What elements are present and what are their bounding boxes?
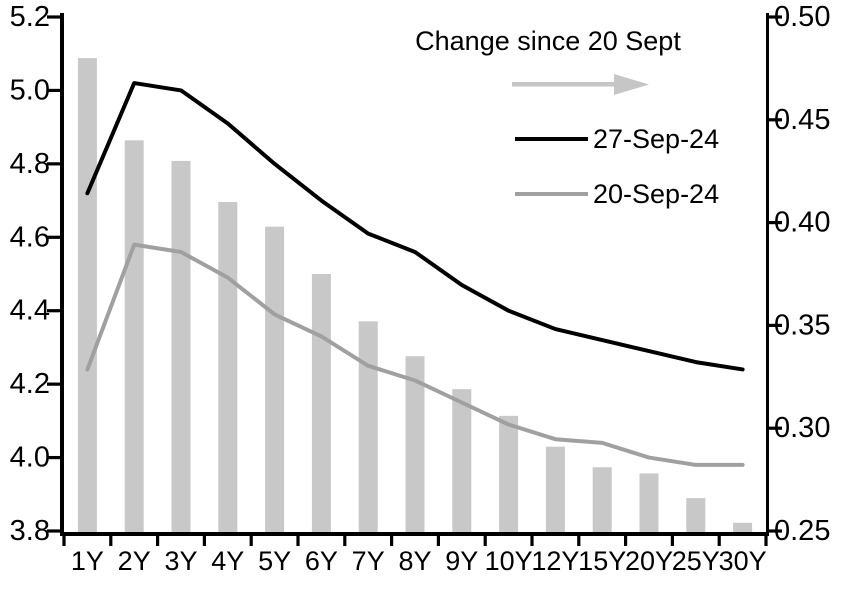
- x-axis-tick: [436, 532, 440, 546]
- x-axis-tick: [390, 532, 394, 546]
- left-axis-tick-label: 5.0: [10, 74, 50, 106]
- x-axis-tick-label: 3Y: [164, 546, 197, 576]
- x-axis-tick: [109, 532, 113, 546]
- right-axis-tick: [769, 426, 782, 430]
- bar-20Y: [639, 473, 659, 532]
- x-axis-tick-label: 20Y: [625, 546, 673, 576]
- right-axis-tick-label: 0.50: [774, 1, 830, 33]
- x-axis-tick-label: 9Y: [445, 546, 478, 576]
- x-axis-tick: [343, 532, 347, 546]
- line-27-sep-24: [85, 81, 745, 372]
- left-axis-tick: [47, 455, 60, 460]
- right-axis-tick-label: 0.45: [774, 104, 830, 136]
- legend-line-sample-27-sep-24: [515, 137, 588, 141]
- right-axis-tick: [769, 15, 782, 19]
- x-axis-tick: [483, 532, 487, 546]
- left-axis-tick: [47, 382, 60, 386]
- line-20-sep-24: [85, 242, 745, 467]
- x-axis-tick-label: 4Y: [211, 546, 244, 576]
- x-axis-tick: [296, 532, 300, 546]
- left-axis-tick: [47, 235, 60, 239]
- bar-15Y: [592, 467, 612, 532]
- right-axis-line: [766, 13, 769, 536]
- bar-8Y: [405, 356, 425, 532]
- bar-6Y: [311, 274, 331, 532]
- x-axis-tick-label: 8Y: [398, 546, 431, 576]
- legend-line-sample-20-sep-24: [515, 192, 588, 196]
- right-axis-tick: [769, 221, 782, 225]
- x-axis-tick: [717, 532, 721, 546]
- x-axis-tick: [670, 532, 674, 546]
- left-axis-tick: [47, 15, 60, 19]
- legend-label-27-sep-24: 27-Sep-24: [593, 124, 720, 154]
- left-axis-tick: [47, 88, 60, 93]
- left-axis-tick-label: 4.2: [10, 368, 50, 400]
- left-axis-tick: [47, 529, 60, 533]
- x-axis-tick-label: 2Y: [118, 546, 151, 576]
- x-axis-tick: [156, 532, 160, 546]
- x-axis-tick-label: 25Y: [672, 546, 720, 576]
- bar-9Y: [452, 389, 472, 532]
- x-axis-tick: [577, 532, 581, 546]
- bar-1Y: [77, 58, 97, 533]
- x-axis-tick: [62, 532, 66, 546]
- legend-label-20-sep-24: 20-Sep-24: [593, 179, 720, 209]
- left-axis-tick-label: 4.8: [10, 148, 50, 180]
- left-axis-tick-label: 4.6: [10, 221, 50, 253]
- x-axis-tick: [202, 532, 206, 546]
- right-axis-tick-label: 0.30: [774, 412, 830, 444]
- x-axis-tick: [249, 532, 253, 546]
- right-arrow-shaft-icon: [512, 82, 620, 87]
- bar-7Y: [358, 321, 378, 532]
- x-axis-tick-label: 7Y: [352, 546, 385, 576]
- bar-2Y: [124, 140, 144, 533]
- bar-4Y: [218, 202, 238, 533]
- x-axis-line: [60, 532, 769, 536]
- bar-12Y: [545, 446, 565, 532]
- x-axis-tick: [764, 532, 768, 546]
- x-axis-tick-label: 12Y: [531, 546, 579, 576]
- right-axis-tick: [769, 118, 782, 122]
- x-axis-tick-label: 10Y: [485, 546, 533, 576]
- right-axis-tick-label: 0.40: [774, 207, 830, 239]
- left-axis-tick-label: 4.0: [10, 442, 50, 474]
- left-axis-tick-label: 5.2: [10, 1, 50, 33]
- bar-25Y: [686, 498, 706, 532]
- right-arrow-head-icon: [614, 74, 649, 95]
- x-axis-tick-label: 5Y: [258, 546, 291, 576]
- left-axis-tick-label: 3.8: [10, 515, 50, 547]
- left-axis-line: [60, 13, 64, 536]
- left-axis-tick: [47, 162, 60, 166]
- x-axis-tick-label: 30Y: [719, 546, 767, 576]
- right-axis-tick: [769, 529, 782, 533]
- legend-title: Change since 20 Sept: [415, 26, 681, 56]
- bar-30Y: [733, 522, 753, 532]
- left-axis-tick: [47, 309, 60, 313]
- x-axis-tick-label: 6Y: [305, 546, 338, 576]
- x-axis-tick-label: 1Y: [71, 546, 104, 576]
- left-axis-tick-label: 4.4: [10, 295, 50, 327]
- x-axis-tick-label: 15Y: [578, 546, 626, 576]
- right-axis-tick: [769, 323, 782, 327]
- right-axis-tick-label: 0.35: [774, 309, 830, 341]
- bar-3Y: [171, 160, 191, 533]
- bar-5Y: [265, 226, 285, 532]
- x-axis-tick: [530, 532, 534, 546]
- bar-10Y: [499, 415, 519, 532]
- right-axis-tick-label: 0.25: [774, 515, 830, 547]
- x-axis-tick: [624, 532, 628, 546]
